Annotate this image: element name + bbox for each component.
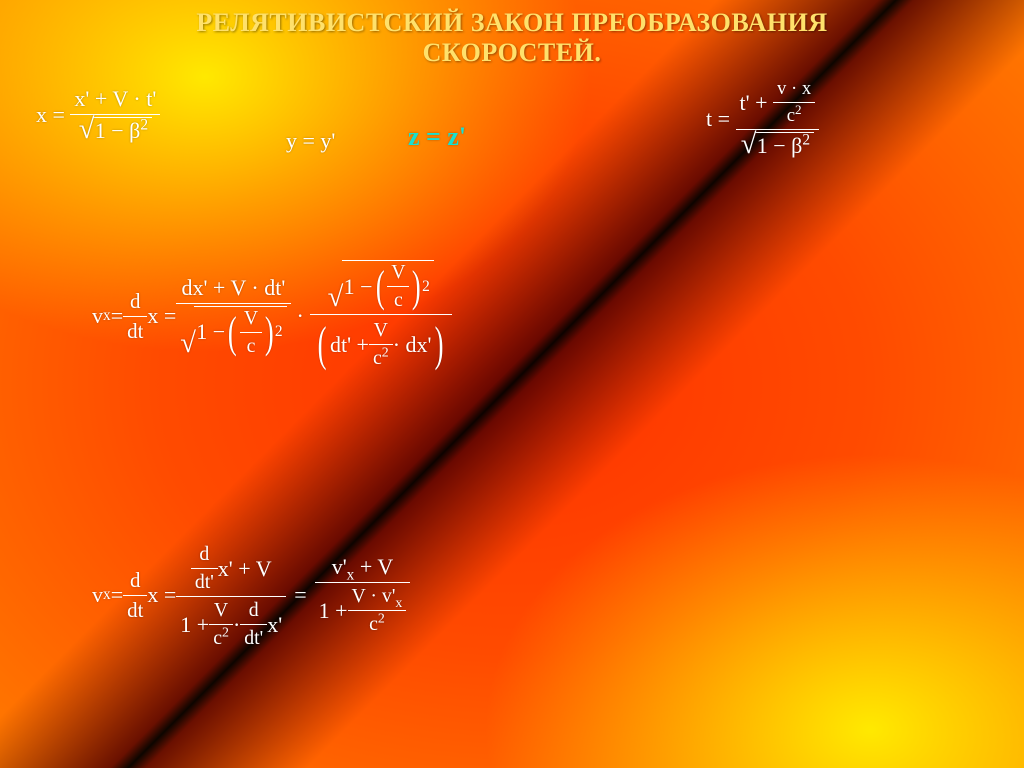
vx-mid-den-Vc-den: c — [240, 332, 262, 358]
vxf-rhs-num-b: + V — [354, 554, 393, 579]
vx-right-den-Vc2-den-exp: 2 — [382, 344, 389, 359]
vxf-d-after: x = — [147, 582, 176, 608]
vx-right-num-Vc-num: V — [387, 261, 409, 286]
t-num-a: t' + — [740, 90, 768, 116]
vxf-lhs-v: v — [92, 582, 103, 608]
equation-x-transform: x = x' + V · t' 1 − β2 — [36, 86, 160, 144]
x-denominator-exp: 2 — [140, 117, 148, 134]
t-lhs: t = — [706, 106, 730, 132]
vxf-d-den: dt — [123, 595, 147, 623]
vx-right-num-one: 1 − — [344, 274, 373, 300]
equation-vx-final: v x = d dt x = d dt' x' + V — [92, 540, 410, 650]
vxf-eq1: = — [111, 582, 123, 608]
vxf-d-num: d — [123, 568, 147, 595]
vxf-mid-den-Vc2-den-base: c — [213, 627, 222, 649]
equation-y: y = y' — [286, 128, 335, 154]
vxf-mid-den-ddt-after: x' — [267, 612, 282, 638]
sqrt-icon: 1 − ( V c )2 — [328, 260, 434, 312]
vxf-mid-num-a-num: d — [191, 543, 218, 568]
vxf-rhs-den-Vv-num-a: V · v' — [352, 585, 396, 607]
sqrt-icon: 1 − β2 — [79, 117, 152, 144]
vx-lhs-v: v — [92, 303, 103, 329]
vx-mid-num: dx' + V · dt' — [176, 275, 290, 303]
z-eq-text: z = z' — [408, 122, 466, 151]
vx-mid-den-one: 1 − — [196, 319, 225, 345]
vxf-eq2: = — [286, 582, 314, 608]
vxf-mid-den-a: 1 + — [180, 612, 209, 638]
t-num-small-den-base: c — [787, 105, 795, 126]
equation-vx-derivation: vx = d dt x = dx' + V · dt' 1 − ( — [92, 260, 452, 372]
vx-right-den-b: · dx' — [393, 332, 432, 358]
x-lhs: x = — [36, 102, 65, 128]
x-numerator: x' + V · t' — [70, 86, 160, 114]
vxf-mid-den-ddt-den: dt' — [240, 624, 267, 650]
vxf-mid-num-a-den: dt' — [191, 568, 218, 594]
vx-right-den-a: dt' + — [330, 332, 369, 358]
t-num-small-num: v · x — [773, 78, 815, 102]
vx-mid-den-Vc-num: V — [240, 307, 262, 332]
vxf-mid-den-dot: · — [233, 612, 240, 638]
sqrt-icon: 1 − β2 — [741, 132, 814, 159]
equation-t-transform: t = t' + v · x c2 — [706, 78, 819, 159]
vxf-mid-den-ddt-num: d — [240, 599, 267, 624]
vxf-rhs-den-Vv-den-base: c — [369, 613, 378, 635]
t-num-small-den-exp: 2 — [795, 102, 802, 117]
vx-dot: · — [291, 303, 310, 329]
vx-d-num: d — [123, 289, 147, 316]
title-line-1: РЕЛЯТИВИСТСКИЙ ЗАКОН ПРЕОБРАЗОВАНИЯ — [196, 8, 827, 37]
x-denominator-body: 1 − β — [95, 118, 141, 143]
vxf-mid-den-Vc2-den-exp: 2 — [222, 624, 229, 639]
vxf-mid-num-a-after: x' + V — [218, 556, 272, 582]
slide: РЕЛЯТИВИСТСКИЙ ЗАКОН ПРЕОБРАЗОВАНИЯ СКОР… — [0, 0, 1024, 768]
vx-right-num-Vc-den: c — [387, 286, 409, 312]
equation-z: z = z' — [408, 122, 466, 152]
vx-right-den-Vc2-den-base: c — [373, 347, 382, 369]
vxf-rhs-den-a: 1 + — [319, 598, 348, 624]
t-den-body: 1 − β — [757, 133, 803, 158]
vxf-rhs-den-Vv-num-sub: x — [395, 595, 402, 610]
vxf-rhs-num-a: v' — [332, 554, 347, 579]
vx-eq1: = — [111, 303, 123, 329]
y-eq-text: y = y' — [286, 128, 335, 153]
vx-right-den-Vc2-num: V — [369, 319, 393, 344]
vx-d-after: x = — [147, 303, 176, 329]
title-line-2: СКОРОСТЕЙ. — [423, 38, 602, 67]
slide-title: РЕЛЯТИВИСТСКИЙ ЗАКОН ПРЕОБРАЗОВАНИЯ СКОР… — [0, 8, 1024, 68]
sqrt-icon: 1 − ( V c )2 — [180, 306, 286, 358]
vxf-rhs-den-Vv-den-exp: 2 — [378, 610, 385, 625]
vx-d-den: dt — [123, 316, 147, 344]
t-den-exp: 2 — [802, 132, 810, 149]
vxf-mid-den-Vc2-num: V — [209, 599, 233, 624]
